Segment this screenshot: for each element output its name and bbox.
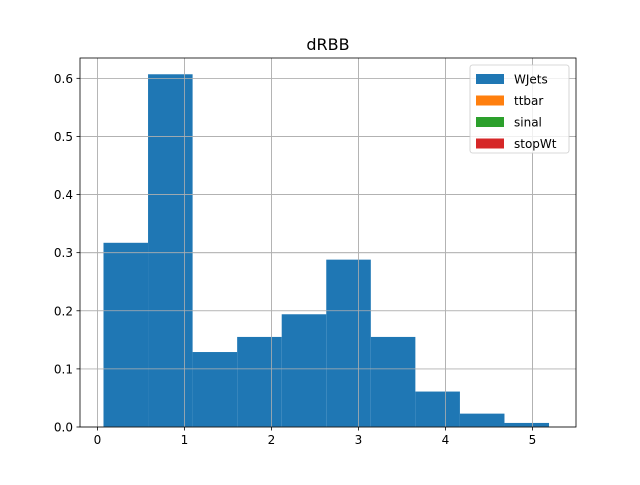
x-tick-label: 3 xyxy=(355,433,363,447)
y-tick-label: 0.1 xyxy=(54,362,73,376)
y-tick-label: 0.2 xyxy=(54,304,73,318)
x-tick-label: 4 xyxy=(442,433,450,447)
legend-label: ttbar xyxy=(514,94,543,108)
x-tick-label: 5 xyxy=(529,433,537,447)
legend-box xyxy=(469,64,570,154)
histogram-bar xyxy=(459,413,505,427)
x-tick-label: 2 xyxy=(268,433,276,447)
axes-layer: 0 1 2 3 4 5 0.0 0.1 0.2 0.3 0.4 0.5 0.6 xyxy=(54,57,577,447)
y-tick-label: 0.4 xyxy=(54,188,73,202)
histogram-bar xyxy=(370,336,416,427)
legend-swatch xyxy=(476,95,504,106)
y-tick-label: 0.6 xyxy=(54,72,73,86)
legend-swatch xyxy=(476,74,504,84)
legend-label: sinal xyxy=(514,116,542,130)
histogram-bar xyxy=(103,242,149,427)
histogram-bar xyxy=(281,314,327,427)
y-tick-label: 0.5 xyxy=(54,130,73,144)
histogram-bar xyxy=(192,352,238,427)
histogram-bar xyxy=(148,74,193,427)
x-tick-label: 0 xyxy=(94,433,102,447)
y-tick-label: 0.0 xyxy=(54,421,73,435)
plot-frame xyxy=(79,57,577,428)
y-tick-label: 0.3 xyxy=(54,246,73,260)
histogram-bar xyxy=(237,336,282,427)
legend-swatch xyxy=(476,138,504,149)
histogram-bar xyxy=(415,391,460,427)
x-tick-label: 1 xyxy=(181,433,189,447)
histogram-bar xyxy=(326,259,371,427)
histogram-bar xyxy=(504,422,550,427)
legend: WJets ttbar sinal stopWt xyxy=(469,64,570,154)
legend-label: stopWt xyxy=(514,137,557,151)
chart-title: dRBB xyxy=(306,35,349,54)
bars-layer xyxy=(103,74,550,427)
legend-label: WJets xyxy=(514,73,548,87)
legend-swatch xyxy=(476,117,504,127)
